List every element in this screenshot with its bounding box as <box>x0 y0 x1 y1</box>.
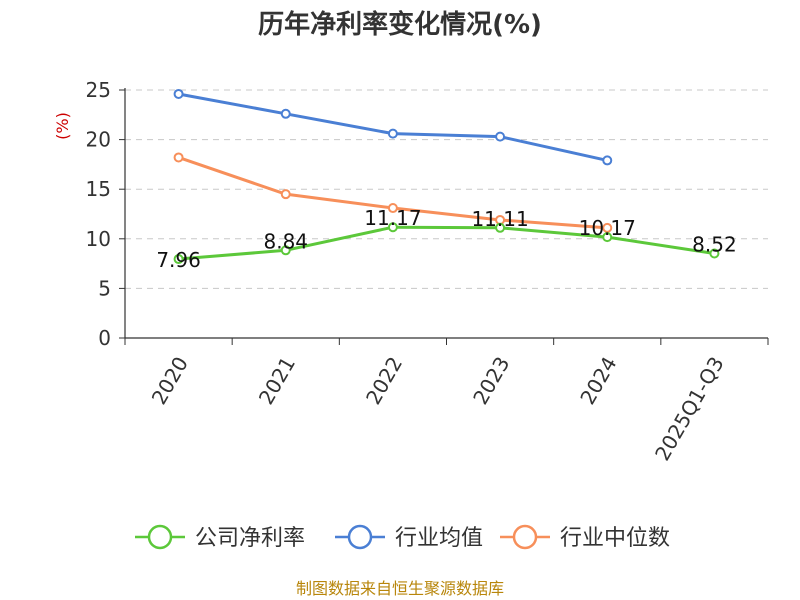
series-point-2[interactable] <box>280 189 291 200</box>
series-point-1[interactable] <box>602 155 613 166</box>
grid-lines <box>125 89 768 289</box>
legend-swatch-circle <box>347 524 373 550</box>
y-tick-label: 25 <box>86 78 111 102</box>
legend-item-0[interactable]: 公司净利率 <box>135 524 305 551</box>
x-tick-label: 2024 <box>575 353 621 409</box>
y-axis-label: (%) <box>53 112 72 140</box>
legend-swatch-circle <box>512 524 538 550</box>
y-tick-label: 5 <box>98 276 111 300</box>
source-note: 制图数据来自恒生聚源数据库 <box>296 579 504 598</box>
x-tick-label: 2021 <box>254 353 300 409</box>
legend-swatch-circle <box>147 524 173 550</box>
chart-title: 历年净利率变化情况(%) <box>258 9 542 40</box>
series-point-1[interactable] <box>387 128 398 139</box>
series-point-1[interactable] <box>280 108 291 119</box>
series-point-2[interactable] <box>602 222 613 233</box>
data-label: 8.52 <box>692 232 737 256</box>
x-tick-label: 2025Q1-Q3 <box>650 353 729 465</box>
legend-label: 行业中位数 <box>560 526 670 551</box>
legend-item-1[interactable]: 行业均值 <box>335 524 483 551</box>
series-line-0 <box>178 225 715 261</box>
legend-item-2[interactable]: 行业中位数 <box>500 524 670 551</box>
data-labels: 7.96 8.84 11.17 11.11 10.17 8.52 <box>156 206 736 272</box>
series-point-2[interactable] <box>173 152 184 163</box>
data-label: 7.96 <box>156 248 201 272</box>
x-tick-label: 2020 <box>147 353 193 409</box>
series-point-1[interactable] <box>173 88 184 99</box>
legend-label: 行业均值 <box>395 526 483 551</box>
series-point-0[interactable] <box>709 248 720 259</box>
series-point-0[interactable] <box>495 222 506 233</box>
legend-label: 公司净利率 <box>195 526 305 551</box>
series-point-0[interactable] <box>280 245 291 256</box>
y-tick-label: 20 <box>86 128 111 152</box>
legend[interactable]: 公司净利率 行业均值 行业中位数 <box>135 524 670 551</box>
series-point-2[interactable] <box>387 203 398 214</box>
data-label: 11.17 <box>364 206 421 230</box>
x-tick-label: 2023 <box>468 353 514 409</box>
y-tick-label: 10 <box>86 227 111 251</box>
series-lines <box>173 88 720 265</box>
x-tick-label: 2022 <box>361 353 407 409</box>
y-tick-label: 0 <box>98 326 111 350</box>
series-point-0[interactable] <box>387 222 398 233</box>
data-label: 8.84 <box>263 229 308 253</box>
data-label: 10.17 <box>579 216 636 240</box>
data-label: 11.11 <box>471 207 528 231</box>
y-tick-label: 15 <box>86 177 111 201</box>
series-point-0[interactable] <box>173 254 184 265</box>
series-line-1 <box>178 92 608 162</box>
series-point-1[interactable] <box>495 131 506 142</box>
series-point-0[interactable] <box>602 232 613 243</box>
